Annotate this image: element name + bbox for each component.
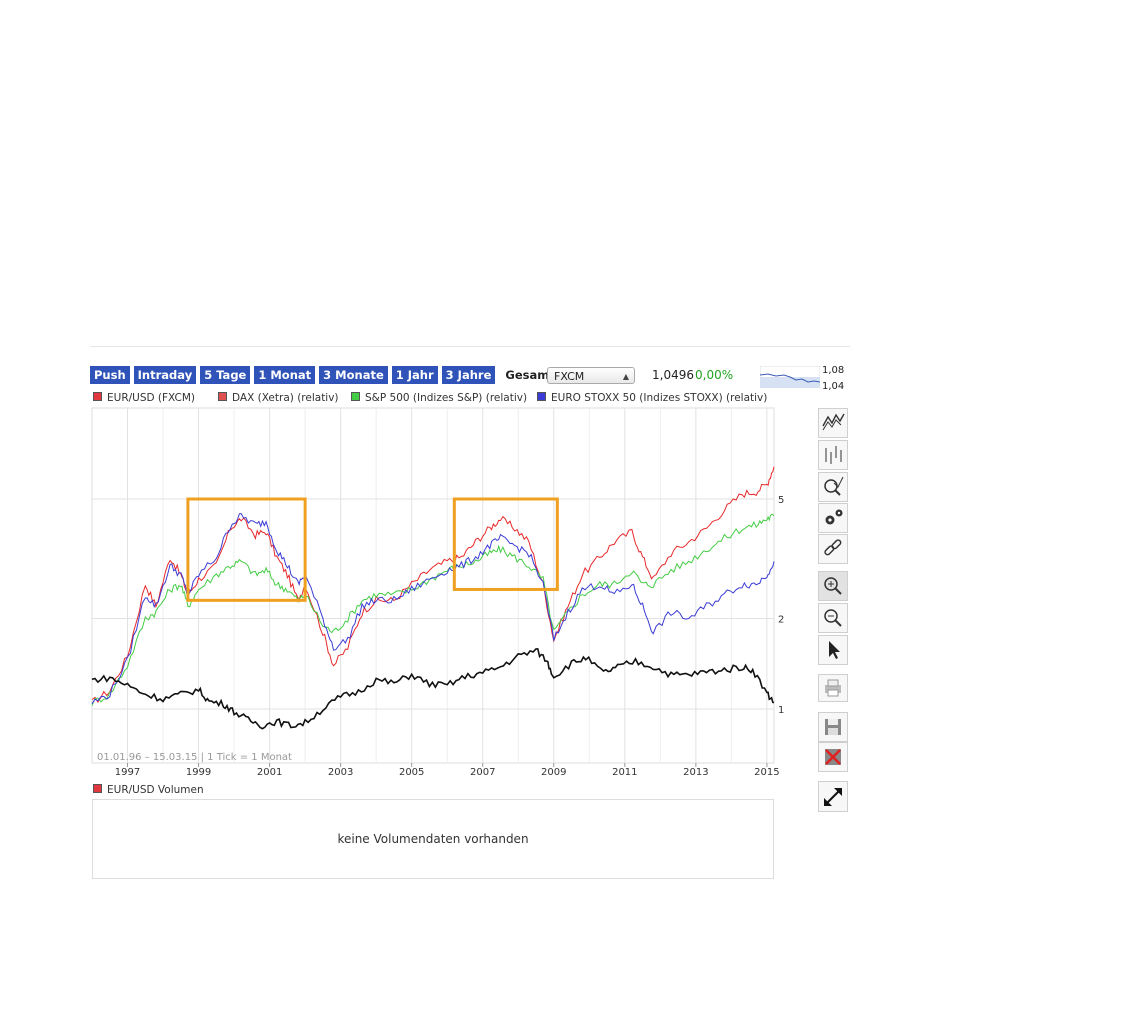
ohlc-chart-tool-icon bbox=[825, 446, 842, 464]
highlight-box bbox=[452, 497, 559, 591]
mini-chart[interactable] bbox=[760, 366, 820, 388]
volume-panel: keine Volumendaten vorhanden bbox=[92, 799, 774, 879]
legend-label: DAX (Xetra) (relativ) bbox=[232, 392, 339, 404]
tab-push[interactable]: Push bbox=[90, 366, 130, 384]
save-button[interactable] bbox=[818, 712, 848, 742]
period-tabs: Push Intraday 5 Tage 1 Monat 3 Monate 1 Jahr 3… bbox=[90, 366, 561, 384]
tab-1-monat[interactable]: 1 Monat bbox=[254, 366, 316, 384]
volume-legend: EUR/USD Volumen bbox=[93, 784, 204, 796]
x-tick-label: 2003 bbox=[328, 767, 353, 778]
x-tick-label: 2011 bbox=[612, 767, 637, 778]
y-tick-label: 1 bbox=[778, 705, 784, 716]
x-tick-label: 2007 bbox=[470, 767, 495, 778]
legend-item-sp500: S&P 500 (Indizes S&P) (relativ) bbox=[351, 392, 527, 404]
zoom-in-icon bbox=[824, 577, 842, 595]
x-tick-label: 2005 bbox=[399, 767, 424, 778]
legend-label: EUR/USD (FXCM) bbox=[107, 392, 195, 404]
ohlc-chart-tool-button[interactable] bbox=[818, 440, 848, 470]
settings-gears-button[interactable] bbox=[818, 503, 848, 533]
series-line-dax bbox=[91, 466, 775, 704]
tab-3-monate[interactable]: 3 Monate bbox=[319, 366, 388, 384]
tab-3-jahre[interactable]: 3 Jahre bbox=[441, 366, 496, 384]
range-info: 01.01.96 – 15.03.15 | 1 Tick = 1 Monat bbox=[97, 752, 292, 763]
highlight-box bbox=[186, 497, 307, 602]
exchange-select-value: FXCM bbox=[554, 370, 585, 383]
line-chart-tool-icon bbox=[822, 413, 845, 431]
save-icon bbox=[825, 719, 841, 735]
print-button[interactable] bbox=[818, 674, 848, 702]
series-line-eurusd bbox=[91, 648, 775, 730]
exchange-select[interactable]: FXCM ▲ bbox=[547, 367, 635, 384]
print-icon bbox=[825, 679, 841, 697]
x-tick-label: 2001 bbox=[257, 767, 282, 778]
select-arrows-icon: ▲ bbox=[622, 372, 629, 381]
zoom-in-button[interactable] bbox=[818, 571, 848, 601]
legend-swatch bbox=[93, 392, 102, 401]
indicator-search-button[interactable] bbox=[818, 472, 848, 502]
delete-button[interactable] bbox=[818, 742, 848, 772]
legend-item-dax: DAX (Xetra) (relativ) bbox=[218, 392, 339, 404]
legend-item-eurostoxx: EURO STOXX 50 (Indizes STOXX) (relativ) bbox=[537, 392, 767, 404]
legend-label: EURO STOXX 50 (Indizes STOXX) (relativ) bbox=[551, 392, 768, 404]
volume-empty-message: keine Volumendaten vorhanden bbox=[337, 832, 529, 846]
line-chart-tool-button[interactable] bbox=[818, 408, 848, 438]
legend-swatch bbox=[537, 392, 546, 401]
y-tick-label: 2 bbox=[778, 615, 784, 626]
price-change: 0,00% bbox=[695, 368, 734, 382]
x-tick-label: 2015 bbox=[754, 767, 779, 778]
fullscreen-icon bbox=[824, 787, 842, 806]
y-tick-label: 5 bbox=[778, 495, 784, 506]
pointer-icon bbox=[829, 641, 840, 659]
last-price: 1,0496 bbox=[652, 368, 694, 382]
x-tick-label: 2013 bbox=[683, 767, 708, 778]
pointer-button[interactable] bbox=[818, 635, 848, 665]
settings-gears-icon bbox=[825, 509, 843, 525]
legend-swatch bbox=[218, 392, 227, 401]
x-tick-label: 2009 bbox=[541, 767, 566, 778]
top-separator bbox=[90, 346, 850, 347]
zoom-out-button[interactable] bbox=[818, 603, 848, 633]
delete-icon bbox=[825, 749, 841, 765]
x-tick-label: 1999 bbox=[186, 767, 211, 778]
series-line-eurostoxx bbox=[91, 513, 775, 704]
mini-chart-high: 1,08 bbox=[822, 365, 845, 376]
tab-gesamt[interactable]: Gesamt bbox=[505, 368, 555, 382]
date-range: 01.01.96 – 15.03.15 bbox=[97, 752, 198, 763]
series-line-sp500 bbox=[91, 513, 775, 706]
tab-5-tage[interactable]: 5 Tage bbox=[200, 366, 251, 384]
mini-chart-low: 1,04 bbox=[822, 381, 845, 392]
tab-intraday[interactable]: Intraday bbox=[133, 366, 197, 384]
legend-label: S&P 500 (Indizes S&P) (relativ) bbox=[365, 392, 528, 404]
x-tick-label: 1997 bbox=[115, 767, 140, 778]
link-button[interactable] bbox=[818, 534, 848, 564]
legend-swatch bbox=[93, 784, 102, 793]
zoom-out-icon bbox=[824, 609, 842, 627]
indicator-search-icon bbox=[824, 476, 844, 496]
fullscreen-button[interactable] bbox=[818, 781, 848, 812]
volume-legend-label: EUR/USD Volumen bbox=[107, 784, 204, 796]
tab-1-jahr[interactable]: 1 Jahr bbox=[391, 366, 438, 384]
legend-swatch bbox=[351, 392, 360, 401]
tick-interval: 1 Tick = 1 Monat bbox=[207, 752, 292, 763]
link-icon bbox=[824, 539, 842, 556]
plot-area bbox=[91, 407, 775, 764]
legend-item-eurusd: EUR/USD (FXCM) bbox=[93, 392, 195, 404]
